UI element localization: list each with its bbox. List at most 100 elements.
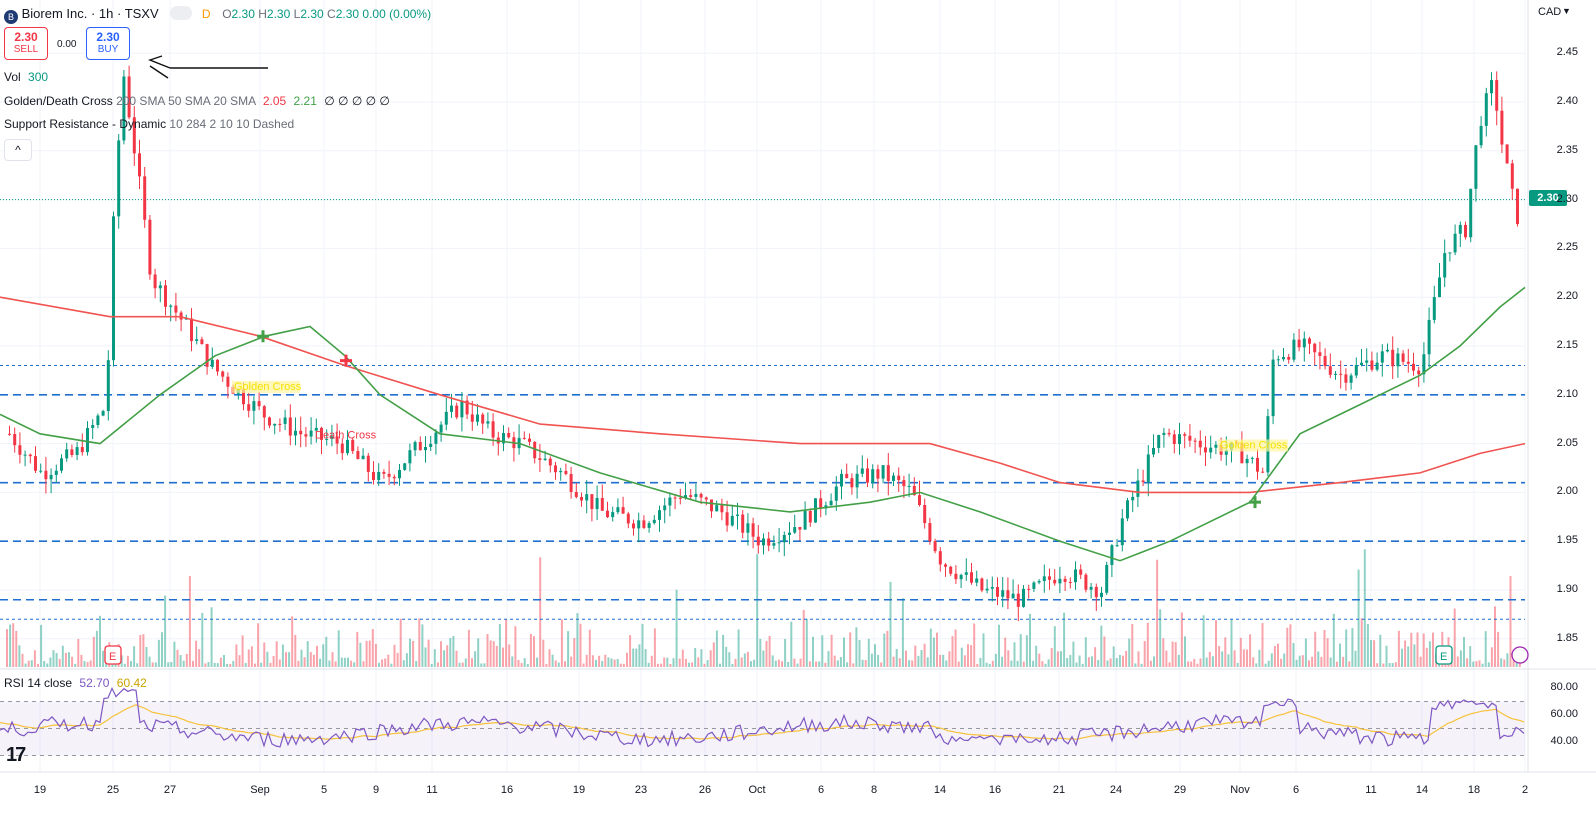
candle — [954, 573, 958, 580]
time-axis-label: 8 — [870, 784, 878, 796]
chevron-down-icon[interactable]: ▼ — [1562, 6, 1571, 16]
volume-bar — [781, 661, 783, 667]
tradingview-logo-icon[interactable]: 17 — [6, 744, 26, 766]
volume-bar — [836, 660, 839, 667]
volume-bar — [1515, 659, 1518, 667]
buy-button[interactable]: 2.30 BUY — [86, 27, 130, 60]
candle — [330, 436, 334, 439]
volume-bar — [27, 660, 30, 667]
candle — [1344, 374, 1348, 383]
candle — [169, 305, 173, 307]
volume-bar — [1518, 663, 1521, 667]
volume-bar — [945, 660, 948, 667]
candle — [902, 480, 906, 487]
volume-bar — [353, 662, 356, 667]
candle — [642, 520, 646, 528]
volume-bar — [288, 652, 291, 667]
volume-bar — [1469, 646, 1472, 667]
candle — [543, 458, 547, 461]
candle — [855, 473, 859, 488]
candle — [470, 414, 474, 422]
volume-bar — [1115, 658, 1118, 667]
volume-bar — [6, 629, 8, 667]
volume-bar — [1267, 660, 1270, 667]
volume-bar — [1097, 659, 1100, 667]
candle — [782, 534, 786, 543]
candle — [850, 478, 854, 488]
candle — [829, 500, 833, 506]
volume-bar — [99, 615, 101, 667]
eye-icon[interactable] — [170, 6, 193, 20]
candle — [647, 523, 651, 528]
volume-bar — [929, 628, 932, 667]
volume-bar — [746, 651, 749, 667]
volume-bar — [672, 658, 675, 667]
volume-bar — [1218, 646, 1221, 667]
volume-bar — [613, 659, 616, 667]
support-resistance-legend[interactable]: Support Resistance - Dynamic 10 284 2 10… — [4, 117, 295, 131]
golden-cross-label: Golden Cross — [234, 381, 302, 393]
volume-bar — [576, 613, 579, 667]
candle — [918, 495, 921, 506]
volume-bar — [464, 658, 467, 667]
volume-bar — [188, 575, 191, 667]
price-axis-label: 1.95 — [1556, 534, 1578, 547]
candle — [1183, 434, 1187, 436]
volume-bar — [362, 661, 365, 667]
volume-bar — [517, 659, 520, 667]
candle — [626, 513, 630, 524]
volume-legend[interactable]: Vol 300 — [4, 70, 49, 84]
volume-bar — [1255, 663, 1258, 667]
volume-bar — [660, 663, 663, 667]
candle — [86, 427, 89, 453]
volume-bar — [867, 638, 870, 667]
currency-selector[interactable]: CAD — [1538, 6, 1562, 18]
death-cross-label: Death Cross — [315, 430, 377, 442]
sell-button[interactable]: 2.30 SELL — [4, 27, 48, 60]
candle — [1193, 440, 1197, 442]
volume-bar — [337, 630, 340, 667]
volume-bar — [703, 663, 706, 667]
volume-bar — [1242, 649, 1245, 667]
volume-bar — [607, 657, 610, 667]
candle — [788, 532, 791, 535]
volume-bar — [24, 663, 27, 667]
volume-bar — [536, 657, 539, 667]
time-axis-label: 11 — [426, 784, 438, 796]
volume-bar — [768, 635, 771, 667]
earnings-label: E — [1440, 651, 1447, 663]
time-axis-label: 29 — [1173, 784, 1187, 796]
volume-bar — [241, 635, 244, 667]
volume-bar — [1304, 638, 1307, 667]
collapse-legend-button[interactable]: ^ — [4, 139, 32, 161]
volume-bar — [250, 646, 253, 667]
volume-bar — [1137, 651, 1140, 667]
time-axis-label: 26 — [698, 784, 712, 796]
volume-bar — [402, 660, 405, 667]
candle — [476, 414, 479, 422]
volume-bar — [610, 658, 613, 667]
volume-bar — [1484, 631, 1487, 667]
volume-bar — [793, 658, 796, 667]
candle — [1484, 93, 1488, 126]
volume-bar — [901, 598, 904, 667]
candle — [710, 499, 713, 512]
volume-bar — [709, 650, 712, 667]
symbol-title[interactable]: Biorem Inc. · 1h · TSXV — [21, 6, 159, 21]
volume-bar — [328, 660, 331, 667]
volume-bar — [1193, 659, 1196, 667]
candle — [522, 437, 526, 439]
candle — [424, 446, 427, 451]
candle — [892, 475, 895, 481]
volume-bar — [889, 581, 892, 667]
volume-bar — [1168, 662, 1171, 667]
candle — [548, 458, 552, 466]
volume-bar — [706, 660, 709, 667]
rsi-legend[interactable]: RSI 14 close 52.70 60.42 — [4, 676, 147, 690]
volume-bar — [195, 640, 198, 667]
volume-bar — [192, 660, 194, 667]
candle — [1406, 361, 1410, 364]
candle — [1396, 353, 1400, 367]
golden-cross-legend[interactable]: Golden/Death Cross 200 SMA 50 SMA 20 SMA… — [4, 94, 390, 108]
